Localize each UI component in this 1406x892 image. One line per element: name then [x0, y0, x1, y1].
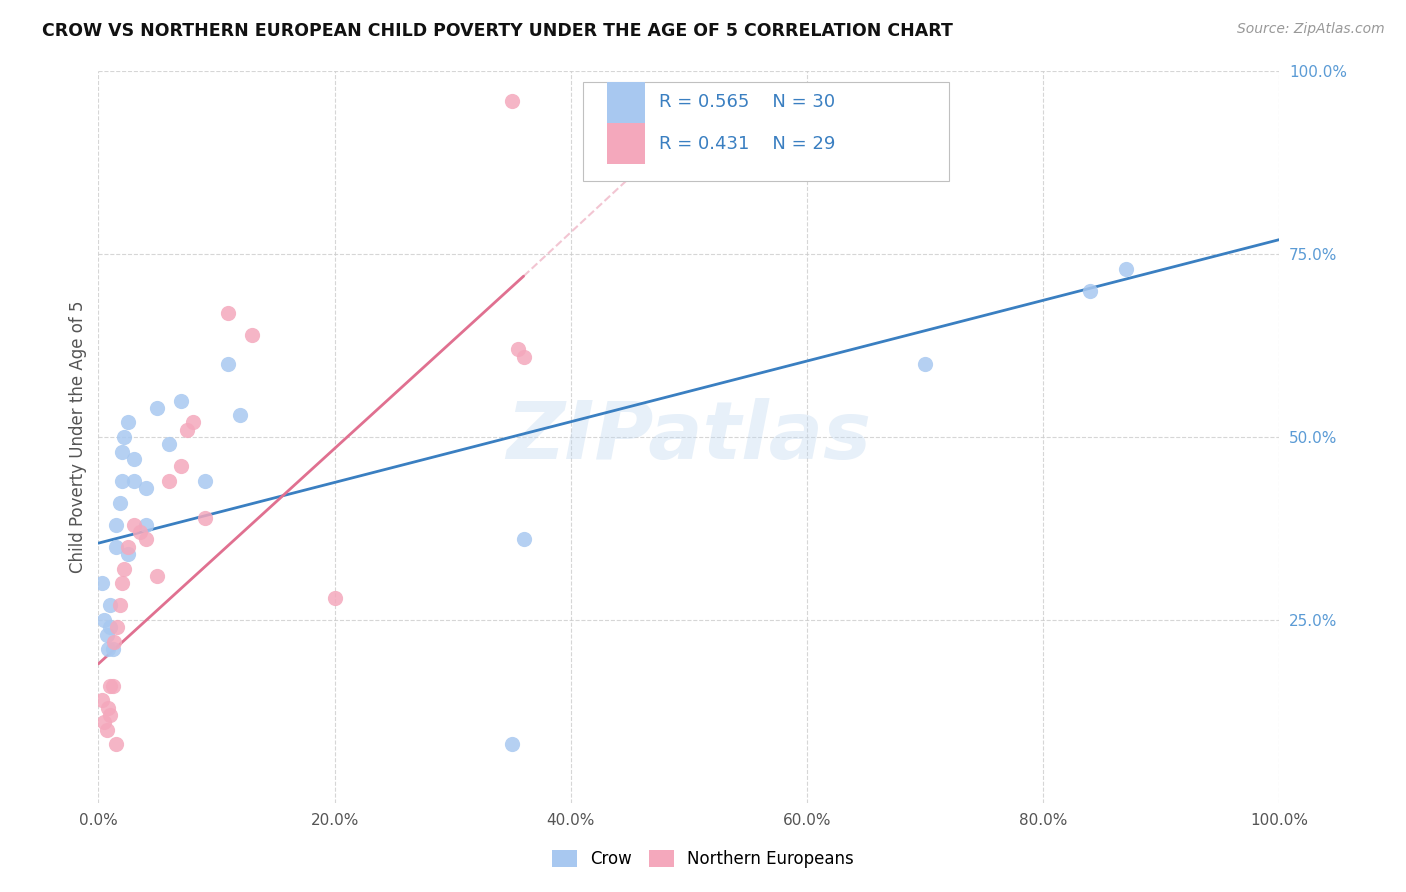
Point: [111, 576, 134, 591]
Bar: [607, 123, 645, 164]
Point: [135, 533, 157, 547]
Bar: [607, 82, 645, 122]
Text: ZIPatlas: ZIPatlas: [506, 398, 872, 476]
Point: [112, 430, 135, 444]
Text: CROW VS NORTHERN EUROPEAN CHILD POVERTY UNDER THE AGE OF 5 CORRELATION CHART: CROW VS NORTHERN EUROPEAN CHILD POVERTY …: [42, 22, 953, 40]
Text: R = 0.431    N = 29: R = 0.431 N = 29: [659, 135, 835, 153]
Point: [91, 576, 114, 591]
Point: [194, 474, 217, 488]
Point: [501, 94, 523, 108]
Point: [105, 517, 128, 532]
Text: Source: ZipAtlas.com: Source: ZipAtlas.com: [1237, 22, 1385, 37]
Point: [170, 459, 193, 474]
Point: [101, 642, 124, 657]
Point: [105, 540, 128, 554]
Point: [146, 569, 169, 583]
Point: [117, 416, 139, 430]
Point: [105, 620, 128, 634]
Point: [96, 627, 118, 641]
Legend: Crow, Northern Europeans: Crow, Northern Europeans: [546, 843, 860, 875]
Point: [97, 642, 120, 657]
Point: [111, 444, 134, 458]
Point: [181, 416, 204, 430]
Point: [91, 693, 114, 707]
Point: [93, 613, 115, 627]
Point: [135, 517, 157, 532]
Point: [103, 635, 125, 649]
Point: [914, 357, 936, 371]
Point: [135, 481, 157, 495]
FancyBboxPatch shape: [582, 82, 949, 181]
Point: [97, 700, 120, 714]
Point: [117, 547, 139, 561]
Point: [117, 540, 139, 554]
Point: [229, 408, 252, 422]
Point: [323, 591, 346, 605]
Point: [170, 393, 193, 408]
Point: [122, 452, 145, 467]
Point: [512, 533, 534, 547]
Point: [96, 723, 118, 737]
Point: [146, 401, 169, 415]
Text: R = 0.565    N = 30: R = 0.565 N = 30: [659, 94, 835, 112]
Point: [112, 562, 135, 576]
Point: [176, 423, 198, 437]
Point: [122, 474, 145, 488]
Point: [108, 496, 131, 510]
Point: [501, 737, 523, 751]
Point: [194, 510, 217, 524]
Point: [217, 357, 239, 371]
Point: [108, 599, 131, 613]
Point: [512, 350, 534, 364]
Point: [128, 525, 150, 540]
Y-axis label: Child Poverty Under the Age of 5: Child Poverty Under the Age of 5: [69, 301, 87, 574]
Point: [98, 708, 121, 723]
Point: [111, 474, 134, 488]
Point: [101, 679, 124, 693]
Point: [157, 437, 180, 451]
Point: [157, 474, 180, 488]
Point: [506, 343, 529, 357]
Point: [105, 737, 128, 751]
Point: [122, 517, 145, 532]
Point: [98, 679, 121, 693]
Point: [98, 620, 121, 634]
Point: [93, 715, 115, 730]
Point: [240, 327, 263, 342]
Point: [217, 306, 239, 320]
Point: [1080, 284, 1102, 298]
Point: [98, 599, 121, 613]
Point: [1115, 261, 1137, 276]
